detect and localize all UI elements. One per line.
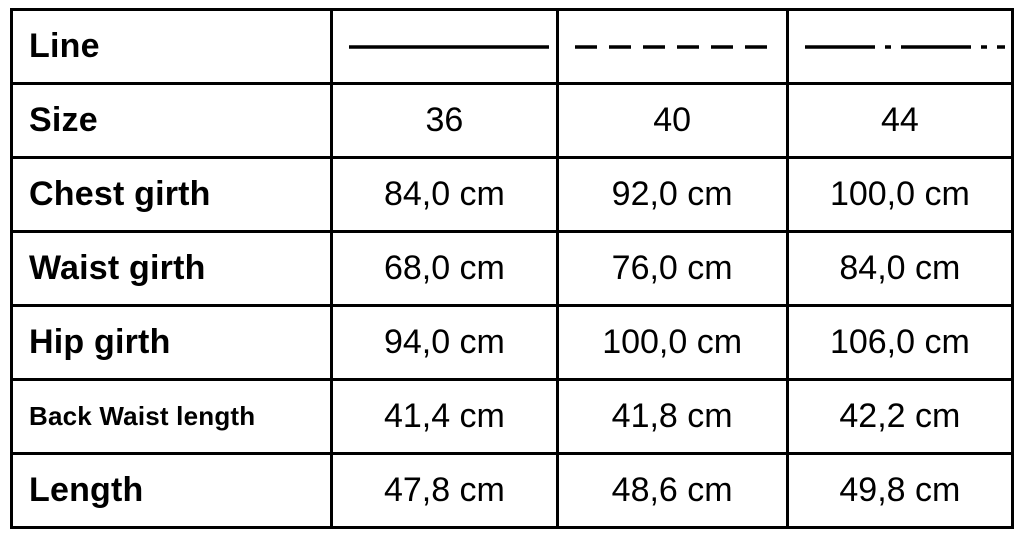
value-cell: 100,0 cm — [557, 306, 787, 380]
value-cell: 36 — [332, 84, 557, 158]
value-cell: 68,0 cm — [332, 232, 557, 306]
table-row: Chest girth84,0 cm92,0 cm100,0 cm — [12, 158, 1013, 232]
value-cell: 41,4 cm — [332, 380, 557, 454]
value-cell: 106,0 cm — [787, 306, 1012, 380]
value-cell: 42,2 cm — [787, 380, 1012, 454]
row-label: Back Waist length — [12, 380, 332, 454]
row-label: Waist girth — [12, 232, 332, 306]
row-label: Size — [12, 84, 332, 158]
line-style-cell — [787, 10, 1012, 84]
value-cell: 94,0 cm — [332, 306, 557, 380]
solid-line-icon — [349, 35, 549, 59]
table-row: Line — [12, 10, 1013, 84]
value-cell: 100,0 cm — [787, 158, 1012, 232]
row-label: Length — [12, 454, 332, 528]
row-label: Hip girth — [12, 306, 332, 380]
row-label: Chest girth — [12, 158, 332, 232]
size-table-body: LineSize364044Chest girth84,0 cm92,0 cm1… — [12, 10, 1013, 528]
dashdot-line-icon — [805, 35, 1005, 59]
table-row: Length47,8 cm48,6 cm49,8 cm — [12, 454, 1013, 528]
value-cell: 44 — [787, 84, 1012, 158]
table-row: Waist girth68,0 cm76,0 cm84,0 cm — [12, 232, 1013, 306]
value-cell: 92,0 cm — [557, 158, 787, 232]
line-style-cell — [332, 10, 557, 84]
value-cell: 76,0 cm — [557, 232, 787, 306]
value-cell: 84,0 cm — [332, 158, 557, 232]
value-cell: 84,0 cm — [787, 232, 1012, 306]
row-label: Line — [12, 10, 332, 84]
table-row: Back Waist length41,4 cm41,8 cm42,2 cm — [12, 380, 1013, 454]
dashed-line-icon — [575, 35, 775, 59]
size-table: LineSize364044Chest girth84,0 cm92,0 cm1… — [10, 8, 1014, 529]
value-cell: 49,8 cm — [787, 454, 1012, 528]
table-row: Size364044 — [12, 84, 1013, 158]
value-cell: 48,6 cm — [557, 454, 787, 528]
value-cell: 41,8 cm — [557, 380, 787, 454]
value-cell: 40 — [557, 84, 787, 158]
table-row: Hip girth94,0 cm100,0 cm106,0 cm — [12, 306, 1013, 380]
value-cell: 47,8 cm — [332, 454, 557, 528]
line-style-cell — [557, 10, 787, 84]
size-table-container: LineSize364044Chest girth84,0 cm92,0 cm1… — [0, 0, 1024, 537]
